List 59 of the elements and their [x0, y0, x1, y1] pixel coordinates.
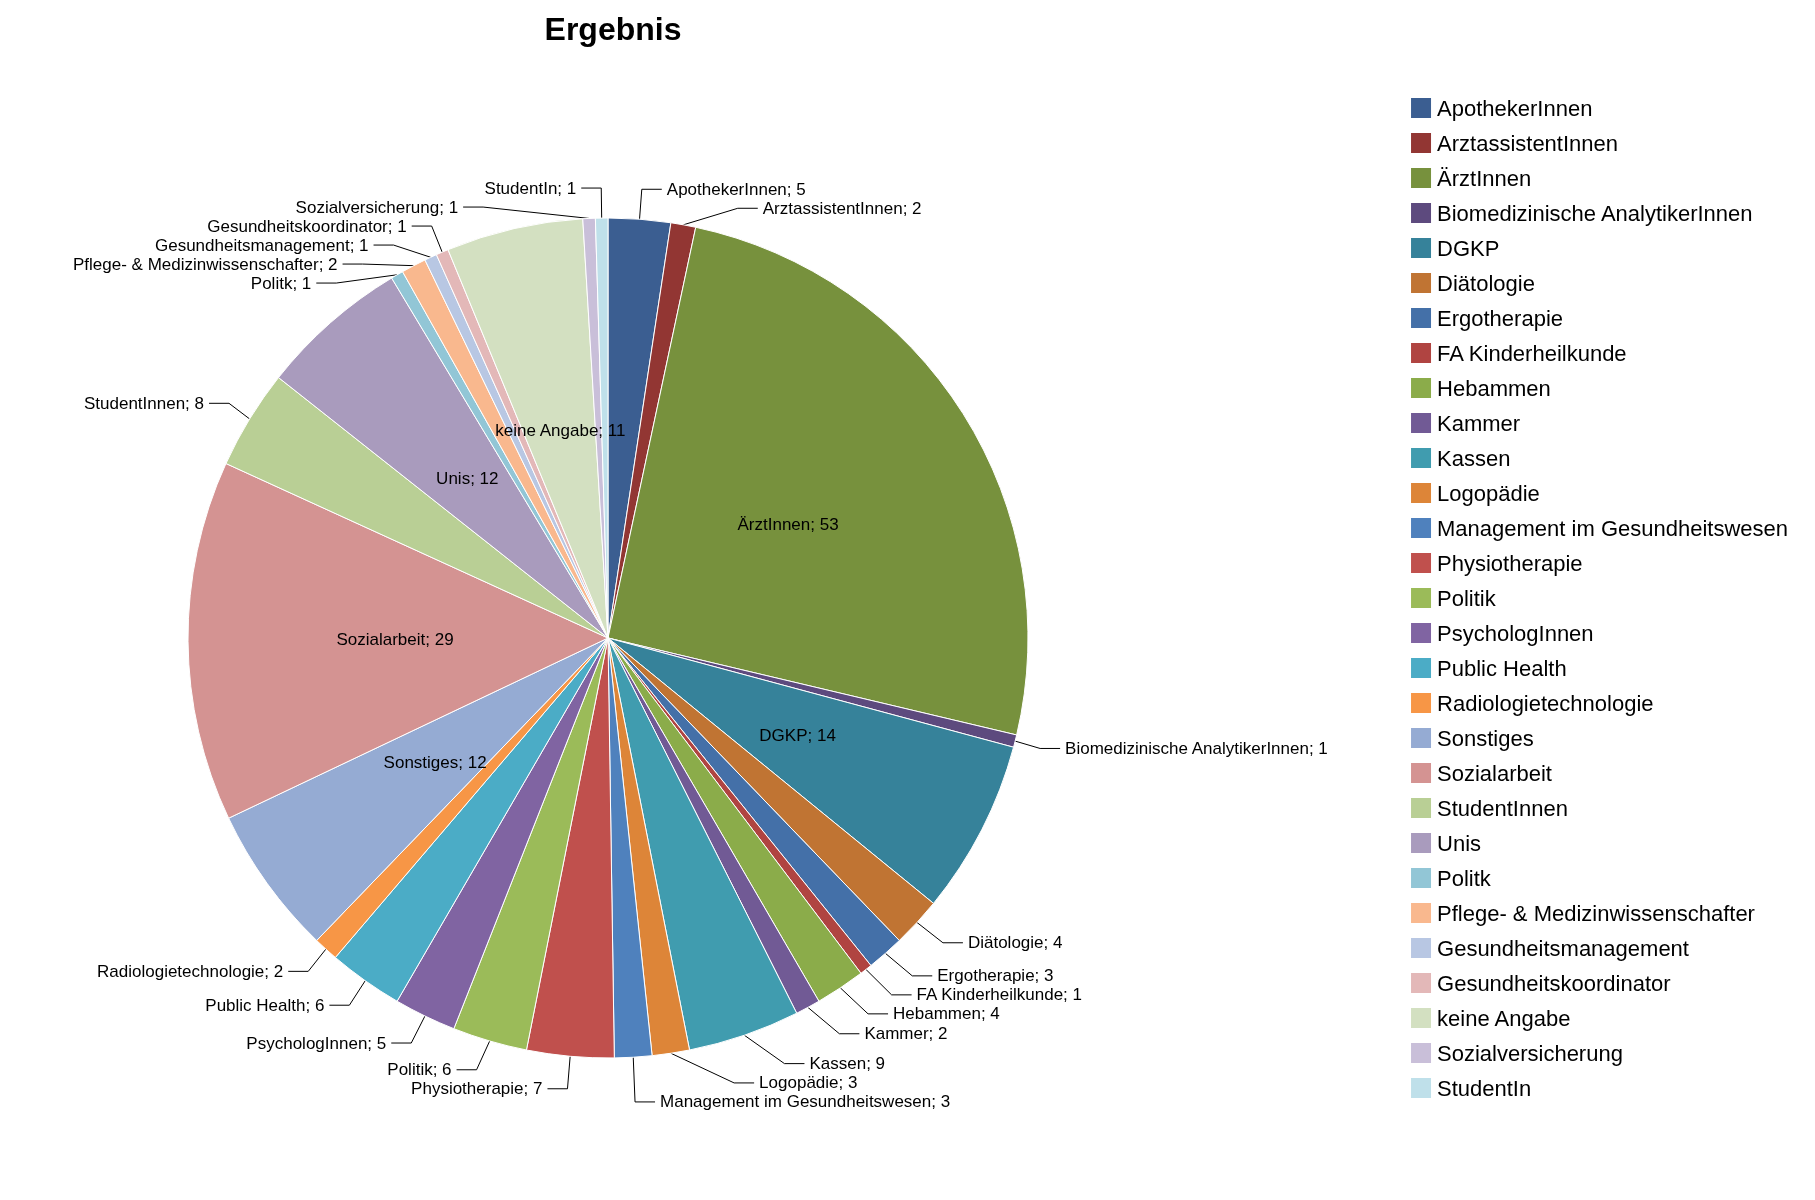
data-label: Politk; 1 — [250, 273, 312, 293]
data-label: Sozialarbeit; 29 — [336, 630, 454, 650]
data-label: Politik; 6 — [387, 1060, 452, 1080]
data-label: FA Kinderheilkunde; 1 — [916, 985, 1082, 1005]
legend-label: Gesundheitskoordinator — [1437, 970, 1671, 996]
legend-label: Logopädie — [1437, 480, 1540, 506]
data-label: StudentIn; 1 — [484, 178, 577, 198]
legend-label: PsychologInnen — [1437, 620, 1594, 646]
data-label: Sonstiges; 12 — [383, 752, 487, 772]
legend-label: Sonstiges — [1437, 725, 1534, 751]
legend-label: Sozialversicherung — [1437, 1040, 1623, 1066]
legend-label: Management im Gesundheitswesen — [1437, 515, 1788, 541]
data-label: Public Health; 6 — [205, 995, 325, 1015]
data-label: ArztassistentInnen; 2 — [762, 198, 922, 218]
legend-label: Politik — [1437, 585, 1497, 611]
data-label: Physiotherapie; 7 — [411, 1079, 543, 1099]
data-label: Gesundheitskoordinator; 1 — [207, 216, 407, 236]
data-label: Ergotherapie; 3 — [937, 966, 1054, 986]
legend-label: FA Kinderheilkunde — [1437, 340, 1627, 366]
legend-label: Biomedizinische AnalytikerInnen — [1437, 200, 1753, 226]
legend-label: Ergotherapie — [1437, 305, 1564, 331]
legend-label: ÄrztInnen — [1437, 165, 1532, 191]
legend-label: Diätologie — [1437, 270, 1535, 296]
data-label: Kammer; 2 — [864, 1024, 948, 1044]
legend-label: DGKP — [1437, 235, 1500, 261]
data-label: Logopädie; 3 — [759, 1073, 858, 1093]
data-label: Pflege- & Medizinwissenschafter; 2 — [72, 254, 338, 274]
data-label: ÄrztInnen; 53 — [737, 514, 839, 534]
legend-label: Radiologietechnologie — [1437, 690, 1654, 716]
legend-label: Public Health — [1437, 655, 1567, 681]
legend-label: Unis — [1437, 830, 1482, 856]
legend-label: ApothekerInnen — [1437, 95, 1593, 121]
chart-title: Ergebnis — [544, 11, 682, 47]
data-label: PsychologInnen; 5 — [246, 1033, 387, 1053]
data-label: StudentInnen; 8 — [83, 393, 205, 413]
data-label: Kassen; 9 — [809, 1054, 886, 1074]
data-label: ApothekerInnen; 5 — [666, 179, 806, 199]
data-label: Management im Gesundheitswesen; 3 — [660, 1092, 951, 1112]
legend-label: Kammer — [1437, 410, 1521, 436]
legend-label: Physiotherapie — [1437, 550, 1583, 576]
data-label: Sozialversicherung; 1 — [295, 197, 459, 217]
data-label: Unis; 12 — [436, 468, 499, 488]
data-label: Biomedizinische AnalytikerInnen; 1 — [1065, 738, 1328, 758]
legend-label: Gesundheitsmanagement — [1437, 935, 1689, 961]
legend-label: StudentIn — [1437, 1075, 1532, 1101]
data-label: Gesundheitsmanagement; 1 — [154, 235, 369, 255]
legend-label: Pflege- & Medizinwissenschafter — [1437, 900, 1755, 926]
data-label: Radiologietechnologie; 2 — [97, 961, 284, 981]
data-label: Diätologie; 4 — [967, 933, 1063, 953]
data-label: keine Angabe; 11 — [495, 420, 626, 440]
legend-label: Politk — [1437, 865, 1492, 891]
legend-label: keine Angabe — [1437, 1005, 1571, 1031]
legend-label: Hebammen — [1437, 375, 1551, 401]
data-label: Hebammen; 4 — [893, 1004, 1000, 1024]
legend-label: Sozialarbeit — [1437, 760, 1552, 786]
legend-label: StudentInnen — [1437, 795, 1568, 821]
legend-label: Kassen — [1437, 445, 1511, 471]
data-label: DGKP; 14 — [759, 725, 836, 745]
legend-label: ArztassistentInnen — [1437, 130, 1619, 156]
